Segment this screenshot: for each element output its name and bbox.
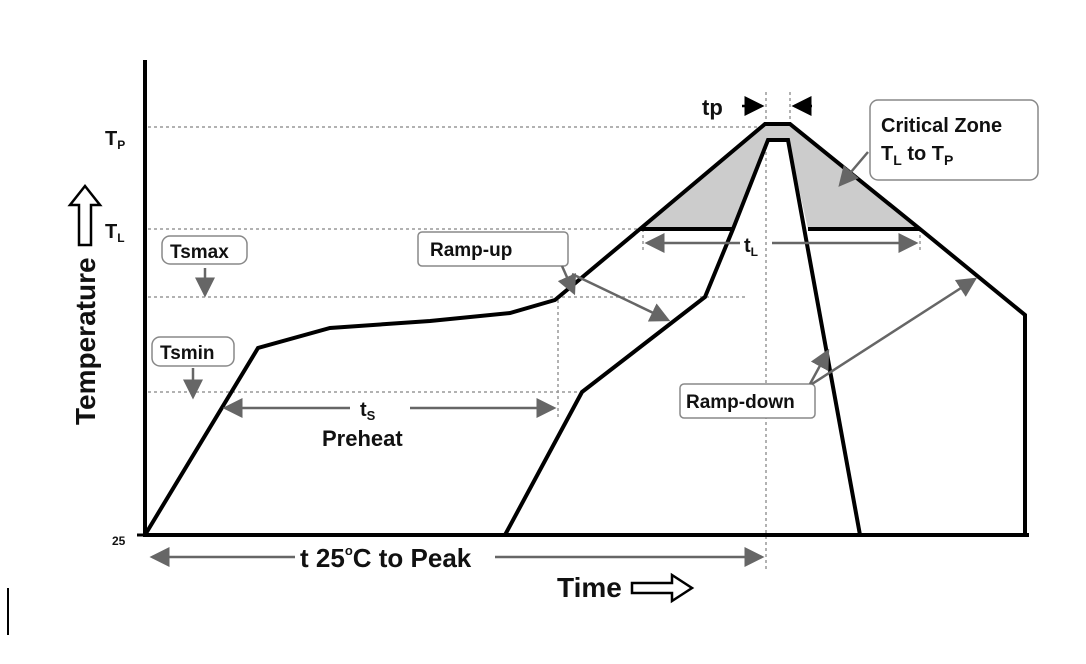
ramp-down-arrow-2 [811,277,978,386]
tsmin-callout: Tsmin [151,336,235,400]
preheat-label: Preheat [322,426,403,451]
guide-lines [148,92,921,572]
tp-level-label: TP [105,128,125,152]
ramp-up-callout: Ramp-up [417,231,671,322]
tp-label: tp [702,95,723,120]
critical-zone-label: Critical Zone [881,115,1002,137]
x-axis-label: Time [557,572,622,603]
ts-label: tS [360,399,376,423]
critical-zone [640,124,920,229]
tl-level-label: TL [105,221,125,245]
tsmin-label: Tsmin [160,343,215,364]
ramp-up-arrow-1 [557,265,577,296]
min-profile-curve [503,138,862,536]
tsmax-callout: Tsmax [161,235,248,298]
critical-zone-arrow [838,151,869,187]
tl-label: tL [744,235,758,259]
y-axis-label: Temperature [70,257,101,425]
ramp-down-label: Ramp-down [686,392,795,413]
t25-peak-label: t 25oC to Peak [300,543,472,573]
ramp-up-arrow-2 [571,272,671,322]
critical-zone-range: TL to TP [881,143,953,168]
tsmax-label: Tsmax [170,242,229,263]
right-arrow-icon [630,572,695,604]
ramp-down-arrow-1 [808,348,830,385]
up-arrow-icon [67,183,103,247]
critical-zone-callout: Critical Zone TL to TP [838,99,1039,187]
y-origin-label: 25 [112,534,126,548]
ramp-up-label: Ramp-up [430,240,512,261]
max-profile-curve [143,122,1027,537]
ramp-down-callout: Ramp-down [679,277,978,419]
